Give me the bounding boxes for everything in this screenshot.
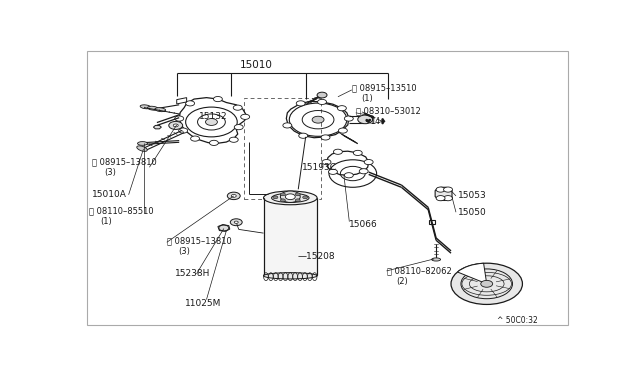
- Circle shape: [234, 125, 243, 130]
- Ellipse shape: [155, 108, 166, 112]
- Circle shape: [230, 219, 242, 226]
- Text: 15193C: 15193C: [302, 163, 337, 172]
- Text: —15208: —15208: [297, 251, 335, 260]
- Circle shape: [358, 115, 372, 124]
- Text: 15050: 15050: [458, 208, 486, 217]
- Ellipse shape: [271, 193, 309, 202]
- Text: (1): (1): [100, 217, 111, 225]
- Circle shape: [205, 119, 218, 125]
- Text: <1>: <1>: [364, 118, 383, 126]
- Circle shape: [481, 280, 493, 287]
- Circle shape: [353, 150, 362, 155]
- Circle shape: [231, 195, 236, 197]
- Text: 11025M: 11025M: [185, 298, 221, 308]
- Circle shape: [451, 263, 522, 304]
- Circle shape: [436, 196, 445, 201]
- Circle shape: [296, 101, 305, 106]
- Text: 15010: 15010: [239, 60, 273, 70]
- Bar: [244, 97, 321, 199]
- Circle shape: [317, 92, 327, 98]
- Circle shape: [179, 128, 188, 133]
- Text: (3): (3): [178, 247, 190, 256]
- Circle shape: [234, 221, 238, 223]
- Text: (1): (1): [361, 94, 373, 103]
- FancyBboxPatch shape: [88, 51, 568, 326]
- Circle shape: [444, 187, 452, 192]
- Circle shape: [283, 123, 292, 128]
- Circle shape: [299, 133, 308, 138]
- Text: 15132: 15132: [199, 112, 228, 121]
- Text: ❤14❥: ❤14❥: [364, 116, 387, 126]
- Circle shape: [333, 149, 342, 154]
- Ellipse shape: [138, 142, 147, 145]
- Polygon shape: [435, 187, 452, 201]
- Ellipse shape: [431, 258, 440, 261]
- Circle shape: [280, 193, 285, 196]
- Circle shape: [285, 194, 295, 200]
- Text: Ⓑ 08110–85510: Ⓑ 08110–85510: [89, 206, 154, 215]
- Circle shape: [227, 192, 240, 200]
- Text: 15010A: 15010A: [92, 190, 127, 199]
- Circle shape: [186, 101, 195, 106]
- Circle shape: [359, 169, 368, 174]
- Text: (2): (2): [396, 277, 408, 286]
- Circle shape: [241, 114, 250, 119]
- Circle shape: [317, 99, 326, 105]
- Circle shape: [229, 137, 238, 142]
- Ellipse shape: [148, 106, 158, 110]
- Ellipse shape: [264, 273, 317, 279]
- Text: Ⓑ 08110–82062: Ⓑ 08110–82062: [387, 266, 451, 275]
- Circle shape: [344, 173, 353, 178]
- Circle shape: [280, 191, 300, 202]
- Ellipse shape: [137, 146, 147, 151]
- Circle shape: [303, 196, 308, 199]
- Text: 15053: 15053: [458, 191, 486, 201]
- Circle shape: [364, 160, 373, 165]
- Circle shape: [273, 196, 278, 199]
- Circle shape: [337, 106, 346, 111]
- Circle shape: [444, 196, 452, 201]
- Polygon shape: [154, 125, 161, 129]
- Circle shape: [191, 136, 200, 141]
- Ellipse shape: [140, 105, 151, 109]
- Circle shape: [169, 121, 182, 129]
- Circle shape: [322, 160, 331, 165]
- Polygon shape: [218, 225, 230, 231]
- Circle shape: [312, 116, 324, 123]
- Text: Ⓦ 08915–13810: Ⓦ 08915–13810: [167, 236, 232, 246]
- Circle shape: [213, 96, 222, 102]
- Text: 15066: 15066: [349, 220, 378, 229]
- Text: Ⓦ 08915–13510: Ⓦ 08915–13510: [352, 84, 417, 93]
- Circle shape: [233, 105, 242, 110]
- Circle shape: [436, 187, 445, 192]
- Circle shape: [280, 199, 285, 202]
- Bar: [264, 198, 317, 275]
- Circle shape: [344, 116, 353, 121]
- Circle shape: [209, 140, 218, 145]
- Text: Ⓥ 08915–13810: Ⓥ 08915–13810: [92, 158, 157, 167]
- Circle shape: [295, 193, 300, 196]
- Text: Ⓢ 08310–53012: Ⓢ 08310–53012: [356, 107, 420, 116]
- Ellipse shape: [264, 191, 317, 205]
- Text: ^ 50C0:32: ^ 50C0:32: [497, 316, 538, 325]
- Circle shape: [321, 135, 330, 140]
- Circle shape: [328, 169, 337, 174]
- Circle shape: [175, 116, 184, 121]
- Circle shape: [339, 128, 348, 133]
- Circle shape: [173, 124, 178, 127]
- Circle shape: [295, 199, 300, 202]
- Wedge shape: [458, 263, 486, 284]
- Text: (3): (3): [104, 168, 116, 177]
- Text: 15238H: 15238H: [175, 269, 211, 278]
